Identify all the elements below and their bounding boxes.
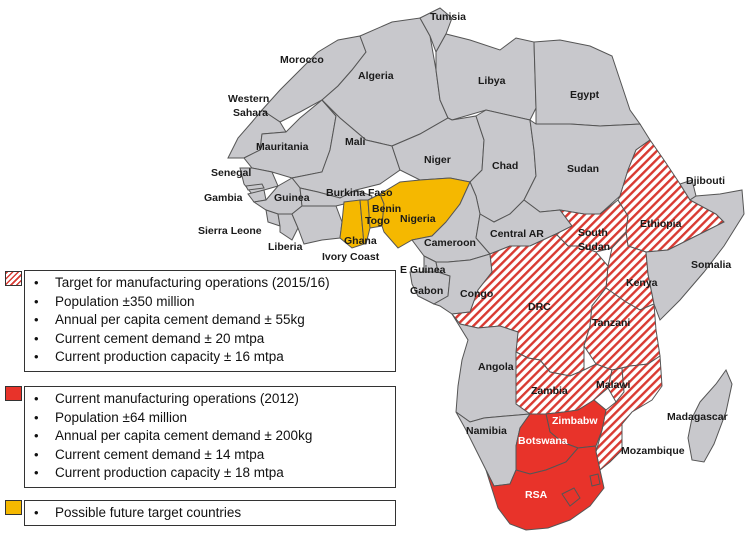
legend-future-item: Possible future target countries [25, 504, 395, 523]
label-cameroon: Cameroon [424, 237, 476, 249]
label-nigeria: Nigeria [400, 213, 436, 225]
label-sudan: Sudan [567, 163, 599, 175]
label-libya: Libya [478, 75, 506, 87]
country-swaziland [589, 473, 601, 487]
label-djibouti: Djibouti [686, 175, 725, 187]
legend-target-item: Current cement demand ± 20 mtpa [25, 330, 395, 349]
label-ivory-coast: Ivory Coast [322, 251, 380, 263]
country-madagascar [687, 368, 733, 463]
label-south-sudan-line2: Sudan [578, 241, 610, 253]
country-gambia [245, 183, 265, 191]
label-guinea: Guinea [274, 192, 310, 204]
label-malawi: Malawi [596, 379, 631, 391]
label-sierra-leone: Sierra Leone [198, 225, 262, 237]
label-drc: DRC [528, 301, 551, 313]
legend-target-item: Target for manufacturing operations (201… [25, 274, 395, 293]
legend-target-item: Population ±350 million [25, 293, 395, 312]
legend-current-item: Current production capacity ± 18 mtpa [25, 464, 395, 483]
label-liberia: Liberia [268, 241, 303, 253]
legend-target-item: Annual per capita cement demand ± 55kg [25, 311, 395, 330]
label-zimbabwe: Zimbabw [552, 415, 598, 427]
country-somalia [645, 189, 745, 321]
legend-future-swatch [5, 500, 22, 515]
label-e-guinea: E Guinea [400, 264, 446, 276]
label-rsa: RSA [525, 489, 548, 501]
label-western-sahara-line2: Sahara [233, 107, 268, 119]
country-lesotho [561, 487, 581, 507]
label-somalia: Somalia [691, 259, 731, 271]
country-libya [435, 33, 537, 121]
legend-current-list: Current manufacturing operations (2012) … [25, 390, 395, 483]
legend-target-item: Current production capacity ± 16 mtpa [25, 348, 395, 367]
label-gabon: Gabon [410, 285, 443, 297]
label-senegal: Senegal [211, 167, 251, 179]
country-rsa [485, 445, 605, 531]
label-tunisia: Tunisia [430, 11, 466, 23]
legend-future: Possible future target countries [24, 500, 396, 526]
label-togo: Togo [365, 215, 390, 227]
country-egypt [533, 39, 641, 127]
label-ethiopia: Ethiopia [640, 218, 682, 230]
legend-target-swatch [5, 271, 22, 286]
label-ghana: Ghana [344, 235, 377, 247]
country-mozambique [595, 355, 663, 471]
country-ivory-coast [291, 205, 343, 245]
legend-current: Current manufacturing operations (2012) … [24, 386, 396, 488]
label-central-ar: Central AR [490, 228, 544, 240]
label-chad: Chad [492, 160, 518, 172]
label-mozambique: Mozambique [621, 445, 685, 457]
label-benin: Benin [372, 203, 401, 215]
label-kenya: Kenya [626, 277, 658, 289]
label-madagascar: Madagascar [667, 411, 728, 423]
legend-target-list: Target for manufacturing operations (201… [25, 274, 395, 367]
label-tanzani: Tanzani [592, 317, 630, 329]
legend-current-swatch [5, 386, 22, 401]
label-morocco: Morocco [280, 54, 324, 66]
label-zambia: Zambia [531, 385, 568, 397]
legend-current-item: Current cement demand ± 14 mtpa [25, 446, 395, 465]
label-niger: Niger [424, 154, 451, 166]
legend-future-list: Possible future target countries [25, 504, 395, 523]
legend-current-item: Current manufacturing operations (2012) [25, 390, 395, 409]
label-angola: Angola [478, 361, 514, 373]
label-western-sahara-line1: Western [228, 93, 269, 105]
label-congo: Congo [460, 288, 493, 300]
label-namibia: Namibia [466, 425, 507, 437]
label-algeria: Algeria [358, 70, 394, 82]
legend-current-item: Population ±64 million [25, 409, 395, 428]
legend-current-item: Annual per capita cement demand ± 200kg [25, 427, 395, 446]
label-botswana: Botswana [518, 435, 568, 447]
label-egypt: Egypt [570, 89, 600, 101]
legend-target: Target for manufacturing operations (201… [24, 270, 396, 372]
label-mali: Mali [345, 136, 366, 148]
label-gambia: Gambia [204, 192, 243, 204]
label-burkina-faso: Burkina Faso [326, 187, 393, 199]
label-south-sudan-line1: South [578, 227, 608, 239]
label-mauritania: Mauritania [256, 141, 309, 153]
